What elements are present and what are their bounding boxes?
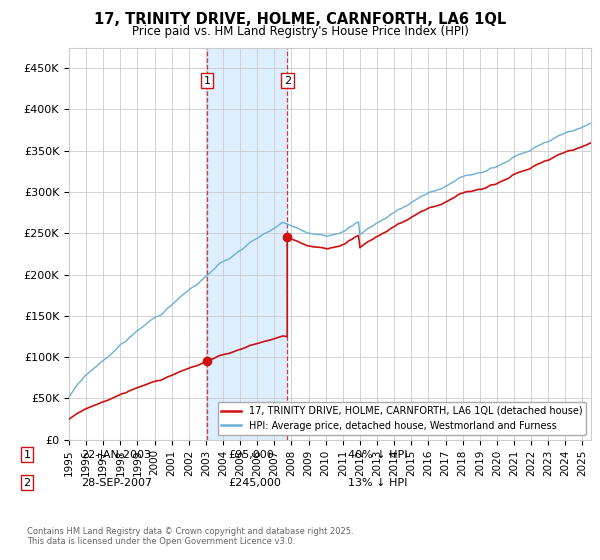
Text: 17, TRINITY DRIVE, HOLME, CARNFORTH, LA6 1QL: 17, TRINITY DRIVE, HOLME, CARNFORTH, LA6… [94,12,506,27]
Text: Contains HM Land Registry data © Crown copyright and database right 2025.
This d: Contains HM Land Registry data © Crown c… [27,526,353,546]
Text: 22-JAN-2003: 22-JAN-2003 [81,450,151,460]
Text: 40% ↓ HPI: 40% ↓ HPI [348,450,407,460]
Text: 13% ↓ HPI: 13% ↓ HPI [348,478,407,488]
Text: £95,000: £95,000 [228,450,274,460]
Text: Price paid vs. HM Land Registry's House Price Index (HPI): Price paid vs. HM Land Registry's House … [131,25,469,38]
Text: 1: 1 [203,76,211,86]
Text: 1: 1 [23,450,31,460]
Text: £245,000: £245,000 [228,478,281,488]
Text: 28-SEP-2007: 28-SEP-2007 [81,478,152,488]
Bar [207,48,287,440]
Text: 2: 2 [284,76,291,86]
Text: 2: 2 [23,478,31,488]
Legend: 17, TRINITY DRIVE, HOLME, CARNFORTH, LA6 1QL (detached house), HPI: Average pric: 17, TRINITY DRIVE, HOLME, CARNFORTH, LA6… [218,402,586,435]
